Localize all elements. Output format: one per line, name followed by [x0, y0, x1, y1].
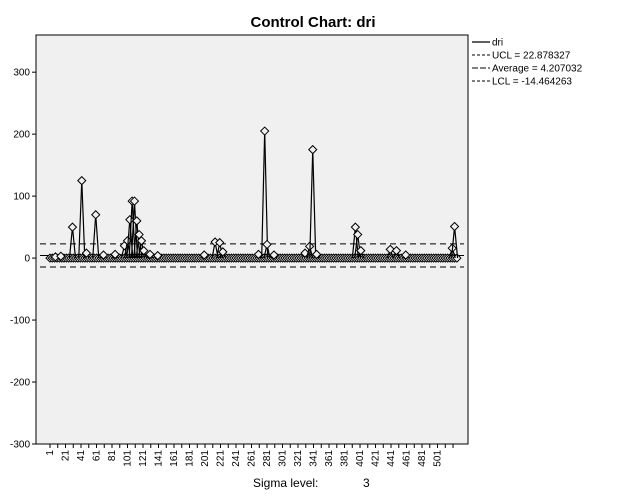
data-point [401, 250, 411, 260]
data-point [391, 245, 402, 256]
spike-line [351, 227, 356, 259]
x-tick-label: 201 [200, 450, 211, 467]
spike-line [92, 214, 97, 259]
x-tick-label: 221 [216, 450, 227, 467]
data-point [136, 236, 147, 246]
x-tick-label: 421 [371, 450, 382, 467]
spike-line [309, 149, 314, 259]
spike-line [128, 201, 133, 259]
x-tick-label: 481 [417, 450, 428, 467]
data-point [110, 249, 120, 260]
data-point [352, 229, 363, 240]
spike-line [78, 180, 83, 259]
spike-line [130, 201, 136, 259]
data-point [262, 239, 272, 250]
legend-entry: Average = 4.207032 [492, 64, 583, 75]
x-tick-label: 101 [123, 450, 134, 467]
x-tick-label: 61 [92, 450, 103, 462]
spike-line [71, 227, 77, 259]
data-point [356, 245, 366, 256]
x-tick-label: 301 [278, 450, 289, 467]
data-point [253, 249, 264, 260]
spike-line [68, 227, 74, 259]
spike-line [261, 131, 266, 259]
legend-entry: UCL = 22.878327 [492, 51, 571, 62]
x-tick-label: 361 [324, 450, 335, 467]
x-tick-label: 121 [138, 450, 149, 467]
y-tick-label: 200 [13, 130, 30, 141]
data-point [81, 248, 92, 258]
x-tick-label: 321 [293, 450, 304, 467]
spike-line [133, 220, 138, 259]
sigma-level-value: 3 [363, 476, 370, 490]
data-point [56, 251, 66, 261]
data-point [269, 250, 279, 260]
spike-line [453, 226, 459, 259]
spike-line [95, 214, 100, 259]
data-point [350, 222, 361, 232]
x-tick-label: 401 [355, 450, 366, 467]
x-tick-label: 161 [169, 450, 180, 467]
spike-line [312, 149, 317, 259]
sigma-level-label: Sigma level: [253, 476, 318, 490]
data-point [132, 216, 142, 226]
x-tick-label: 81 [107, 450, 118, 462]
spike-line [81, 180, 86, 259]
legend-entry: LCL = -14.464263 [492, 77, 572, 88]
data-point [129, 196, 140, 206]
data-point [199, 250, 209, 260]
x-tick-label: 41 [76, 450, 87, 462]
x-axis: 1 21 41 61 81 101 121 141 161 181 201 221 241 261 281 3… [45, 444, 454, 467]
chart-title: Control Chart: dri [251, 14, 376, 31]
y-tick-label: -300 [10, 440, 30, 451]
data-point [77, 175, 87, 186]
plot-area [35, 34, 469, 445]
data-point [449, 221, 460, 232]
x-tick-label: 281 [262, 450, 273, 467]
data-point [311, 249, 322, 260]
x-tick-label: 261 [247, 450, 258, 467]
x-tick-label: 501 [433, 450, 444, 467]
x-tick-label: 181 [185, 450, 196, 467]
spike-line [450, 226, 456, 259]
data-point [218, 247, 228, 257]
y-tick-label: -200 [10, 378, 30, 389]
data-point [259, 126, 270, 136]
x-tick-label: 461 [402, 450, 413, 467]
legend-entry: dri [492, 38, 503, 49]
series-dri [45, 126, 462, 263]
x-tick-label: 381 [340, 450, 351, 467]
data-point [308, 144, 318, 155]
data-point [139, 245, 149, 256]
y-tick-label: 0 [24, 254, 30, 265]
data-point [98, 250, 109, 260]
spike-line [264, 131, 269, 259]
data-point [385, 244, 395, 255]
y-axis: -300 -200 -100 0 100 200 300 [10, 68, 36, 451]
spike-line [126, 219, 131, 259]
x-tick-label: 1 [45, 450, 56, 456]
x-tick-label: 141 [154, 450, 165, 467]
x-tick-label: 441 [386, 450, 397, 467]
data-point [153, 250, 163, 261]
x-tick-label: 341 [309, 450, 320, 467]
data-point [67, 222, 78, 232]
y-tick-label: 100 [13, 192, 30, 203]
y-tick-label: -100 [10, 316, 30, 327]
data-point [145, 249, 155, 260]
x-tick-label: 21 [61, 450, 72, 462]
x-tick-label: 241 [231, 450, 242, 467]
y-tick-label: 300 [13, 68, 30, 79]
legend: dri UCL = 22.878327 Average = 4.207032 LCL … [472, 38, 583, 88]
data-point [215, 237, 225, 248]
data-point [91, 210, 101, 220]
